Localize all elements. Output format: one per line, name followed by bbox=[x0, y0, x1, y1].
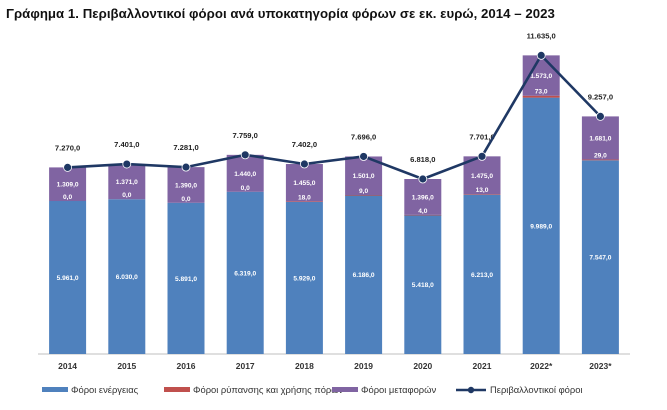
bar-segment bbox=[285, 201, 323, 202]
x-tick-label: 2015 bbox=[117, 361, 136, 371]
legend-marker bbox=[467, 386, 475, 394]
data-label: 13,0 bbox=[476, 187, 489, 194]
total-label: 11.635,0 bbox=[527, 31, 556, 40]
total-marker bbox=[299, 159, 309, 169]
x-tick-label: 2020 bbox=[413, 361, 432, 371]
bar-segment bbox=[463, 194, 501, 195]
total-label: 9.257,0 bbox=[588, 92, 613, 101]
data-label: 1.501,0 bbox=[353, 173, 375, 180]
legend-label: Φόροι ενέργειας bbox=[71, 384, 139, 395]
bar-segment bbox=[49, 201, 87, 354]
x-tick-label: 2017 bbox=[236, 361, 255, 371]
data-label: 29,0 bbox=[594, 153, 607, 160]
data-label: 6.186,0 bbox=[353, 272, 375, 279]
bar-segment bbox=[463, 194, 501, 354]
x-tick-label: 2018 bbox=[295, 361, 314, 371]
total-label: 7.696,0 bbox=[351, 132, 376, 141]
data-label: 1.440,0 bbox=[234, 171, 256, 178]
bar-segment bbox=[404, 179, 442, 215]
bar-segment bbox=[404, 214, 442, 216]
total-marker bbox=[63, 163, 72, 172]
x-tick-label: 2023* bbox=[589, 361, 612, 371]
data-label: 4,0 bbox=[418, 208, 427, 215]
x-tick-label: 2016 bbox=[177, 361, 196, 371]
data-label: 7.547,0 bbox=[589, 255, 611, 262]
bar-segment bbox=[345, 156, 383, 195]
chart-title: Γράφημα 1. Περιβαλλοντικοί φόροι ανά υπο… bbox=[6, 6, 555, 21]
bar-segment bbox=[463, 156, 501, 195]
bar-segment bbox=[345, 195, 383, 354]
data-label: 1.390,0 bbox=[175, 182, 197, 189]
bar-segment bbox=[226, 191, 264, 354]
total-marker bbox=[122, 159, 132, 169]
data-label: 1.396,0 bbox=[412, 194, 434, 201]
legend-swatch bbox=[42, 387, 68, 392]
legend-label: Φόροι ρύπανσης και χρήσης πόρων bbox=[193, 384, 344, 395]
total-marker bbox=[418, 174, 428, 184]
total-label: 7.701,0 bbox=[469, 132, 494, 141]
x-tick-label: 2022* bbox=[530, 361, 553, 371]
total-marker bbox=[596, 112, 605, 121]
legend-swatch bbox=[332, 387, 358, 392]
legend-label: Φόροι μεταφορών bbox=[361, 384, 436, 395]
data-label: 9,0 bbox=[359, 188, 368, 195]
data-label: 9.989,0 bbox=[530, 223, 552, 230]
bar-segment bbox=[108, 164, 146, 200]
data-label: 6.213,0 bbox=[471, 272, 493, 279]
data-label: 5.961,0 bbox=[57, 275, 79, 282]
data-label: 5.929,0 bbox=[293, 275, 315, 282]
total-line bbox=[67, 54, 602, 181]
legend-swatch bbox=[164, 387, 190, 392]
bar-segment bbox=[581, 160, 619, 354]
total-label: 7.401,0 bbox=[114, 140, 139, 149]
total-marker bbox=[240, 150, 250, 160]
data-label: 1.475,0 bbox=[471, 173, 493, 180]
total-label: 7.281,0 bbox=[173, 143, 198, 152]
bar-segment bbox=[581, 116, 619, 160]
bar-segment bbox=[522, 95, 560, 98]
data-label: 5.418,0 bbox=[412, 282, 434, 289]
data-label: 0,0 bbox=[63, 194, 72, 201]
bar-segment bbox=[522, 97, 560, 355]
data-label: 1.371,0 bbox=[116, 179, 138, 186]
total-label: 7.270,0 bbox=[55, 143, 80, 152]
x-tick-label: 2014 bbox=[58, 361, 77, 371]
bar-segment bbox=[167, 202, 205, 354]
total-marker bbox=[477, 151, 487, 161]
data-label: 6.319,0 bbox=[234, 270, 256, 277]
data-label: 1.681,0 bbox=[589, 135, 611, 142]
data-label: 6.030,0 bbox=[116, 274, 138, 281]
data-label: 1.309,0 bbox=[57, 182, 79, 189]
data-label: 0,0 bbox=[241, 185, 250, 192]
total-marker bbox=[536, 50, 546, 60]
total-marker bbox=[359, 152, 369, 161]
bar-segment bbox=[581, 159, 619, 161]
total-marker bbox=[181, 162, 191, 172]
data-label: 1.455,0 bbox=[293, 180, 315, 187]
data-label: 1.573,0 bbox=[530, 73, 552, 80]
data-label: 0,0 bbox=[122, 192, 131, 199]
data-label: 5.891,0 bbox=[175, 276, 197, 283]
bar-segment bbox=[167, 167, 205, 203]
bar-segment bbox=[285, 201, 323, 354]
legend-label: Περιβαλλοντικοί φόροι bbox=[490, 384, 583, 395]
bar-segment bbox=[404, 214, 442, 354]
data-label: 73,0 bbox=[535, 89, 548, 96]
bar-segment bbox=[285, 164, 323, 202]
total-label: 6.818,0 bbox=[410, 155, 435, 164]
bar-segment bbox=[226, 154, 264, 192]
data-label: 18,0 bbox=[298, 194, 311, 201]
data-label: 0,0 bbox=[181, 196, 190, 203]
total-label: 7.402,0 bbox=[292, 140, 317, 149]
bar-segment bbox=[49, 167, 87, 202]
x-tick-label: 2021 bbox=[473, 361, 492, 371]
total-label: 7.759,0 bbox=[233, 131, 258, 140]
bar-segment bbox=[345, 194, 383, 196]
bar-segment bbox=[108, 199, 146, 354]
x-tick-label: 2019 bbox=[354, 361, 373, 371]
